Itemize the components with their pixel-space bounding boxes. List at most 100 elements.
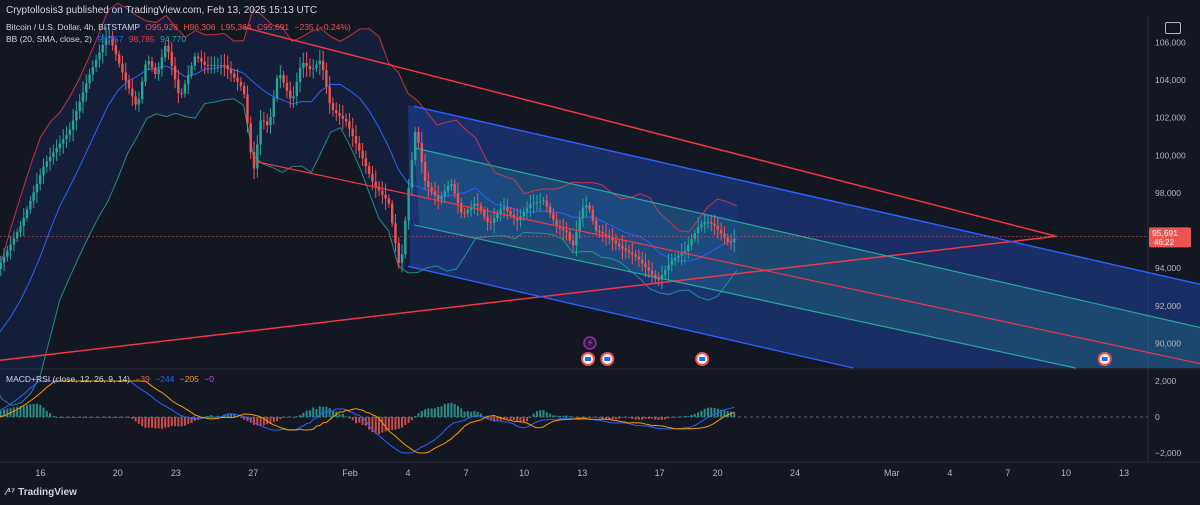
candle-body bbox=[58, 143, 62, 149]
candle-body bbox=[167, 45, 170, 53]
candle-body bbox=[371, 173, 374, 182]
macd-histogram-bar bbox=[374, 417, 377, 434]
candle-body bbox=[0, 262, 2, 270]
candle-body bbox=[292, 95, 295, 99]
macd-histogram-bar bbox=[489, 417, 492, 421]
macd-histogram-bar bbox=[239, 417, 242, 418]
macd-signal-line bbox=[0, 380, 735, 454]
candle-body bbox=[634, 254, 637, 257]
candle-body bbox=[713, 223, 716, 226]
macd-histogram-bar bbox=[723, 410, 726, 417]
macd-histogram-bar bbox=[486, 417, 489, 420]
bb-label: BB (20, SMA, close, 2) bbox=[6, 34, 92, 44]
camera-icon[interactable] bbox=[1165, 22, 1181, 34]
candle-body bbox=[71, 120, 75, 130]
macd-histogram-bar bbox=[144, 417, 147, 428]
macd-histogram-bar bbox=[430, 408, 433, 417]
candle-body bbox=[164, 45, 167, 58]
candle-body bbox=[542, 200, 545, 202]
macd-histogram-bar bbox=[187, 417, 190, 425]
candle-body bbox=[177, 79, 180, 94]
candle-body bbox=[144, 64, 147, 82]
macd-tick-label: −2,000 bbox=[1155, 448, 1182, 458]
candle-body bbox=[404, 220, 407, 255]
macd-histogram-bar bbox=[52, 415, 55, 417]
macd-histogram-bar bbox=[614, 417, 617, 420]
time-tick-label: Feb bbox=[342, 468, 358, 478]
event-flag-inner bbox=[1101, 357, 1108, 361]
candle-body bbox=[446, 185, 450, 192]
macd-histogram-bar bbox=[637, 417, 640, 420]
macd-histogram-bar bbox=[131, 417, 134, 419]
macd-histogram-bar bbox=[55, 417, 58, 418]
macd-histogram-bar bbox=[549, 413, 552, 417]
price-tick-label: 106,000 bbox=[1155, 37, 1186, 47]
macd-histogram-bar bbox=[338, 414, 341, 417]
candle-body bbox=[515, 218, 519, 221]
candle-body bbox=[111, 36, 114, 46]
time-tick-label: 16 bbox=[35, 468, 45, 478]
candle-body bbox=[173, 65, 177, 80]
macd-histogram-bar bbox=[289, 416, 292, 418]
macd-histogram-bar bbox=[453, 403, 456, 417]
macd-histogram-bar bbox=[394, 417, 397, 430]
pitchfork-inner-upper-line bbox=[413, 147, 1200, 329]
price-change: −235 (−0.24%) bbox=[294, 22, 351, 32]
price-tick-label: 100,000 bbox=[1155, 150, 1186, 160]
candle-body bbox=[127, 80, 131, 89]
candle-body bbox=[492, 218, 496, 223]
macd-histogram-bar bbox=[81, 417, 84, 418]
candle-body bbox=[239, 81, 243, 86]
symbol-title: Bitcoin / U.S. Dollar, 4h, BITSTAMP bbox=[6, 22, 140, 32]
candle-body bbox=[479, 205, 483, 212]
event-flag-icon bbox=[581, 352, 596, 366]
candle-body bbox=[598, 230, 601, 233]
candle-body bbox=[591, 209, 595, 221]
macd-histogram-bar bbox=[706, 407, 709, 417]
candle-body bbox=[68, 129, 72, 135]
candle-body bbox=[338, 113, 341, 116]
macd-histogram-bar bbox=[378, 417, 381, 435]
macd-histogram-bar bbox=[664, 417, 667, 420]
candle-body bbox=[75, 111, 78, 121]
macd-histogram-bar bbox=[512, 417, 515, 420]
macd-histogram-bar bbox=[654, 417, 657, 420]
macd-histogram-bar bbox=[687, 415, 690, 417]
macd-histogram-bar bbox=[660, 417, 663, 420]
macd-histogram-bar bbox=[651, 417, 654, 419]
lightning-glyph: ⚡ bbox=[587, 339, 593, 349]
macd-histogram-bar bbox=[516, 417, 519, 422]
macd-histogram-bar bbox=[479, 413, 482, 417]
candle-body bbox=[400, 254, 404, 263]
candle-body bbox=[331, 103, 335, 111]
candle-body bbox=[581, 207, 585, 219]
macd-histogram-bar bbox=[39, 404, 42, 417]
macd-histogram-bar bbox=[101, 417, 104, 418]
candle-body bbox=[196, 56, 200, 59]
macd-histogram-bar bbox=[624, 417, 627, 418]
candle-body bbox=[414, 132, 417, 160]
candle-body bbox=[466, 210, 470, 214]
candle-body bbox=[325, 70, 328, 87]
macd-histogram-bar bbox=[519, 417, 522, 423]
candle-body bbox=[154, 67, 157, 74]
candle-body bbox=[131, 88, 134, 97]
macd-histogram-bar bbox=[98, 417, 101, 418]
candle-body bbox=[437, 195, 440, 200]
macd-histogram-bar bbox=[285, 416, 288, 418]
macd-histogram-bar bbox=[371, 417, 374, 433]
macd-histogram-bar bbox=[78, 417, 81, 418]
macd-histogram-bar bbox=[16, 407, 19, 417]
macd-histogram-bar bbox=[269, 417, 272, 424]
candle-body bbox=[390, 203, 394, 224]
time-tick-label: 13 bbox=[577, 468, 587, 478]
candle-body bbox=[348, 121, 351, 129]
macd-histogram-bar bbox=[272, 417, 275, 423]
candle-body bbox=[140, 81, 144, 100]
macd-histogram-bar bbox=[621, 417, 624, 418]
macd-histogram-bar bbox=[437, 406, 440, 417]
bb-basis-line bbox=[0, 65, 738, 333]
bb-legend: BB (20, SMA, close, 2) 96,757 98,785 94,… bbox=[6, 34, 189, 44]
candle-body bbox=[262, 120, 266, 122]
